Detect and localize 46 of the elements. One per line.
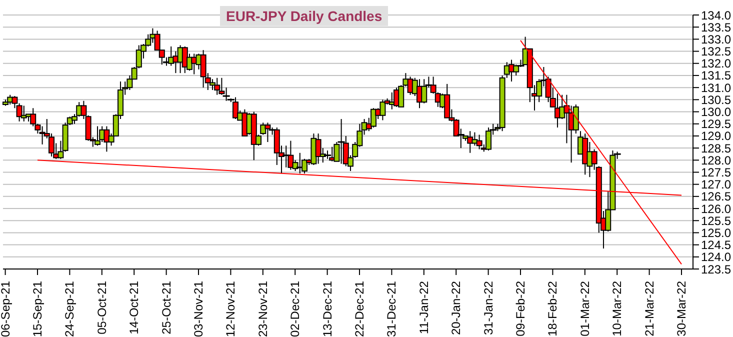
x-tick-label: 05-Oct-21	[94, 280, 109, 334]
y-tick-label: 125.5	[701, 214, 732, 228]
y-tick-label: 125.0	[701, 226, 732, 240]
x-tick-label: 06-Sep-21	[0, 280, 12, 337]
y-tick-label: 132.0	[701, 56, 732, 71]
x-tick-label: 12-Nov-21	[224, 280, 238, 337]
x-tick-label: 30-Mar-22	[674, 280, 688, 336]
candlestick	[20, 105, 27, 122]
y-tick-label: 127.5	[701, 166, 732, 180]
x-tick-label: 14-Oct-21	[127, 280, 142, 334]
x-tick-label: 31-Jan-22	[481, 280, 496, 336]
x-tick-label: 15-Sep-21	[30, 280, 44, 337]
y-tick-label: 127.0	[701, 178, 732, 192]
y-tick-label: 128.5	[701, 141, 732, 156]
x-tick-label: 09-Feb-22	[514, 280, 528, 336]
x-tick-label: 18-Feb-22	[546, 280, 560, 336]
y-tick-label: 123.5	[701, 262, 732, 276]
x-tick-label: 13-Dec-21	[320, 280, 334, 337]
x-tick-label: 01-Mar-22	[578, 280, 592, 336]
y-tick-label: 124.0	[701, 250, 732, 264]
y-tick-label: 126.5	[701, 190, 732, 204]
y-tick-label: 124.5	[701, 238, 732, 252]
chart-title: EUR-JPY Daily Candles	[220, 6, 388, 26]
x-tick-label: 03-Nov-21	[192, 280, 206, 337]
y-tick-label: 131.5	[701, 68, 732, 83]
x-tick-label: 02-Dec-21	[288, 280, 302, 337]
y-tick-label: 130.5	[701, 92, 732, 107]
y-tick-label: 133.5	[701, 20, 732, 34]
y-tick-label: 129.5	[701, 117, 732, 132]
x-tick-label: 31-Dec-21	[384, 280, 399, 337]
x-tick-label: 21-Mar-22	[642, 280, 656, 336]
y-tick-label: 130.0	[701, 105, 732, 120]
y-tick-label: 132.5	[701, 44, 732, 59]
y-tick-label: 131.0	[701, 80, 732, 95]
x-tick-label: 23-Nov-21	[256, 280, 270, 337]
y-tick-label: 134.0	[701, 8, 732, 22]
y-tick-label: 126.0	[701, 202, 732, 216]
y-tick-label: 133.0	[701, 32, 732, 46]
x-tick-label: 25-Oct-21	[159, 280, 174, 334]
x-tick-label: 20-Jan-22	[449, 280, 464, 336]
x-tick-label: 24-Sep-21	[62, 280, 77, 337]
y-tick-label: 128.0	[701, 153, 732, 168]
y-tick-label: 129.0	[701, 129, 732, 144]
x-tick-label: 10-Mar-22	[610, 280, 624, 336]
x-tick-label: 11-Jan-22	[416, 280, 431, 334]
x-tick-label: 22-Dec-21	[352, 280, 366, 337]
